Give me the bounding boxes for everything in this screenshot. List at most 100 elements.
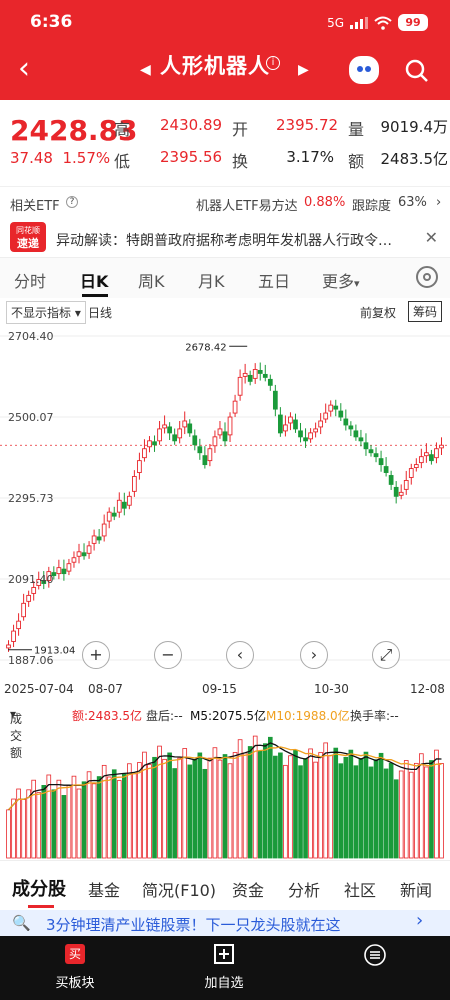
volume-bar xyxy=(162,758,167,859)
candle xyxy=(222,431,228,442)
tab-constituents[interactable]: 成分股 xyxy=(12,879,66,900)
volume-amount: 额:2483.5亿 xyxy=(72,709,143,723)
change-pct: 1.57% xyxy=(62,149,111,167)
high-label: 高 xyxy=(114,120,131,139)
signal-icon xyxy=(350,16,368,29)
candle xyxy=(298,430,303,438)
volume-bar xyxy=(157,745,162,859)
volume-bar xyxy=(313,761,318,859)
volume-bar xyxy=(378,752,384,859)
indicator-selector[interactable]: 不显示指标 ▾ xyxy=(6,301,86,324)
news-ticker[interactable]: 同花顺 速递 异动解读：特朗普政府据称考虑明年发机器人行政令… ✕ xyxy=(0,218,450,258)
volume-bar xyxy=(257,750,263,859)
candlestick-chart[interactable]: 2704.40 2500.07 2295.73 2091.40 1887.06 2678.… xyxy=(0,324,450,678)
tab-weekly-k[interactable]: 周K xyxy=(138,272,165,291)
add-icon xyxy=(214,944,234,964)
zoom-in-button[interactable]: + xyxy=(82,641,110,669)
close-icon[interactable]: ✕ xyxy=(424,228,438,247)
volume-bar xyxy=(303,758,308,859)
candle xyxy=(66,563,72,572)
candle xyxy=(76,551,82,557)
news-logo-bottom: 速递 xyxy=(17,237,39,250)
fullscreen-button[interactable]: ⤢ xyxy=(372,641,400,669)
high-value: 2430.89 xyxy=(160,116,223,134)
volume-header: 成交额 ▾ 额:2483.5亿 盘后:-- M5:2075.5亿 M10:198… xyxy=(0,704,450,760)
y-tick-label: 1887.06 xyxy=(8,654,54,667)
tab-five-day[interactable]: 五日 xyxy=(258,272,291,291)
robot-assistant-icon[interactable] xyxy=(349,56,379,84)
tab-f10[interactable]: 简况(F10) xyxy=(142,881,217,900)
tab-analysis[interactable]: 分析 xyxy=(288,881,321,900)
chevron-right-icon: › xyxy=(436,195,442,210)
candle xyxy=(16,620,21,630)
volume-indicator-selector[interactable]: 成交额 ▾ xyxy=(10,707,23,760)
search-icon[interactable] xyxy=(404,58,430,84)
tab-monthly-k[interactable]: 月K xyxy=(198,272,225,291)
related-etf-bar[interactable]: 相关ETF ? 机器人ETF易方达 0.88% 跟踪度 63% › xyxy=(0,186,450,216)
volume-bar xyxy=(76,788,82,859)
volume-bar xyxy=(232,752,238,859)
volume-bar xyxy=(429,760,434,859)
status-bar: 6:36 5G 99 xyxy=(0,0,450,44)
volume-bar xyxy=(6,809,11,859)
candle xyxy=(106,511,112,522)
adjust-mode[interactable]: 前复权 xyxy=(360,306,397,320)
candle xyxy=(207,448,213,462)
help-icon[interactable]: ? xyxy=(66,196,78,208)
volume-bar xyxy=(91,783,97,859)
candle xyxy=(182,420,188,428)
candle xyxy=(348,425,354,430)
track-label: 跟踪度 xyxy=(352,199,392,214)
promo-banner[interactable]: 🔍 3分钟理清产业链股票！下一只龙头股就在这 › xyxy=(0,910,450,936)
volume-bar xyxy=(262,743,268,859)
scroll-right-button[interactable]: › xyxy=(300,641,328,669)
volume-bar xyxy=(273,755,278,859)
tab-community[interactable]: 社区 xyxy=(344,881,377,900)
zoom-out-button[interactable]: − xyxy=(154,641,182,669)
candle xyxy=(227,416,233,436)
turnover-value: 3.17% xyxy=(286,148,334,166)
tab-timeshare[interactable]: 分时 xyxy=(14,272,47,291)
prev-arrow-icon[interactable]: ◀ xyxy=(140,62,151,78)
back-button[interactable]: ‹ xyxy=(18,51,30,86)
candle xyxy=(36,579,42,586)
volume-bar xyxy=(212,747,218,859)
candle xyxy=(46,571,52,581)
candle xyxy=(21,602,26,618)
candle xyxy=(363,442,369,450)
tab-capital[interactable]: 资金 xyxy=(232,881,265,900)
volume-bar xyxy=(61,795,67,859)
volume-bar xyxy=(167,752,172,859)
volume-bar xyxy=(242,752,248,859)
volume-bar xyxy=(328,754,334,859)
volume-indicator-label: 成交额 xyxy=(10,712,23,760)
info-icon[interactable]: i xyxy=(266,56,280,70)
tab-news[interactable]: 新闻 xyxy=(400,881,433,900)
candle xyxy=(6,644,11,649)
tab-daily-k[interactable]: 日K xyxy=(80,272,109,291)
promo-icon: 🔍 xyxy=(12,914,31,932)
chip-button[interactable]: 筹码 xyxy=(408,301,443,322)
last-price: 2428.83 xyxy=(10,114,138,147)
candle xyxy=(318,420,324,428)
candle xyxy=(252,369,258,379)
candle xyxy=(308,432,313,440)
scroll-left-button[interactable]: ‹ xyxy=(226,641,254,669)
wifi-icon xyxy=(374,16,392,30)
y-tick-label: 2091.40 xyxy=(8,573,54,586)
candle xyxy=(267,378,273,386)
tab-funds[interactable]: 基金 xyxy=(88,881,121,900)
volume-bar xyxy=(111,769,117,859)
candle xyxy=(96,536,102,541)
volume-bar xyxy=(363,751,369,859)
next-arrow-icon[interactable]: ▶ xyxy=(298,62,309,78)
candle xyxy=(408,468,414,478)
candle xyxy=(403,480,409,490)
buy-icon: 买 xyxy=(65,944,85,964)
tab-more[interactable]: 更多▾ xyxy=(322,268,360,292)
news-text[interactable]: 异动解读：特朗普政府据称考虑明年发机器人行政令… xyxy=(56,233,392,249)
volume-bar xyxy=(172,768,177,859)
m10-value: M10:1988.0亿 xyxy=(266,709,350,723)
volume-bar xyxy=(147,764,152,859)
settings-icon[interactable] xyxy=(416,266,438,288)
